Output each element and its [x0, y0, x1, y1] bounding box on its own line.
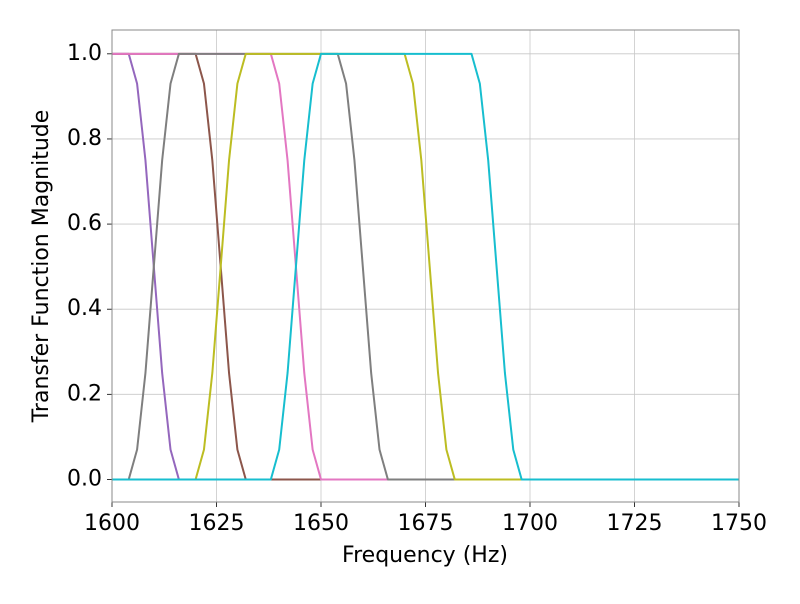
y-tick-label: 1.0 — [67, 41, 102, 66]
x-tick-label: 1675 — [398, 511, 454, 536]
x-tick-label: 1600 — [84, 511, 140, 536]
x-axis-label: Frequency (Hz) — [342, 543, 508, 568]
plot-frame — [111, 29, 740, 503]
x-tick-label: 1750 — [711, 511, 767, 536]
y-tick-label: 0.0 — [67, 466, 102, 491]
x-tick-label: 1700 — [502, 511, 558, 536]
grid — [107, 30, 740, 507]
line-series — [112, 52, 739, 481]
y-tick-label: 0.2 — [67, 381, 102, 406]
x-tick-label: 1725 — [607, 511, 663, 536]
y-tick-label: 0.8 — [67, 126, 102, 151]
y-tick-label: 0.6 — [67, 211, 102, 236]
lines — [112, 52, 739, 481]
y-axis-label: Transfer Function Magnitude — [29, 110, 54, 424]
y-tick-label: 0.4 — [67, 296, 102, 321]
x-tick-label: 1650 — [293, 511, 349, 536]
x-tick-label: 1625 — [189, 511, 245, 536]
